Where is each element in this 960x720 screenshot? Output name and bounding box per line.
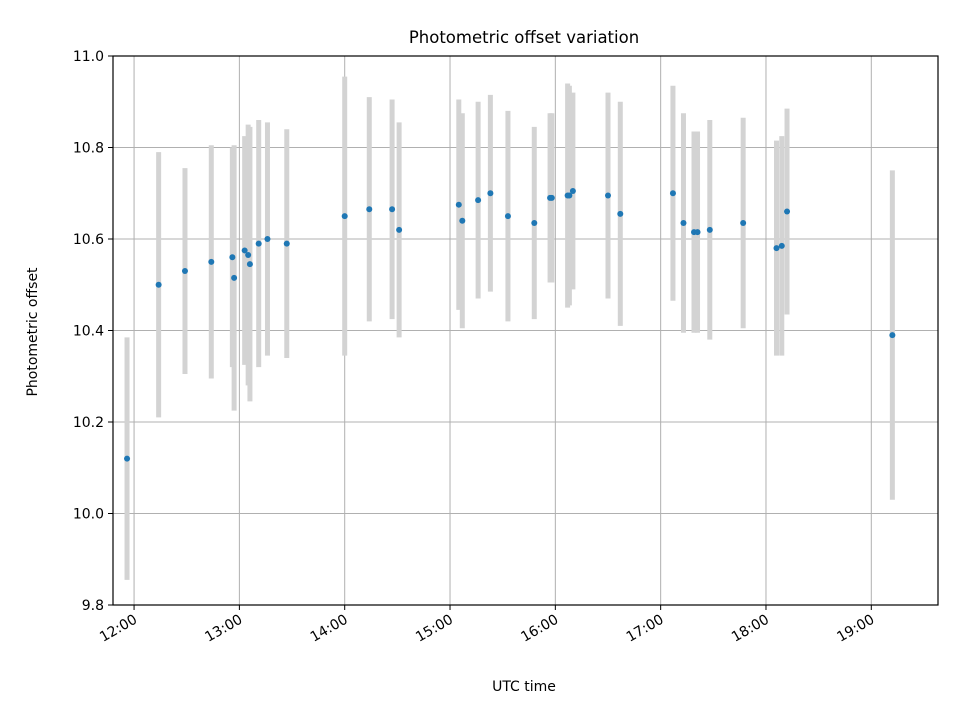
data-point [889,332,896,339]
data-point [264,236,271,242]
y-tick-label: 10.4 [73,324,104,340]
data-points [124,187,896,462]
data-point [487,190,494,197]
x-tick-label: 13:00 [202,612,245,646]
data-point [396,226,403,233]
x-tick-label: 15:00 [413,612,456,646]
data-point [548,194,555,201]
x-tick-label: 14:00 [308,612,351,646]
data-point [255,240,262,247]
data-point [706,226,713,233]
x-tick-label: 18:00 [729,612,772,646]
data-point [245,252,252,259]
data-point [566,192,573,199]
errorbars [124,76,895,580]
data-point [341,213,348,220]
data-point [389,206,396,213]
x-axis: 12:00 13:00 14:00 15:00 16:00 17:00 18:00 19:00 [97,605,877,646]
x-tick-label: 17:00 [624,612,667,646]
data-point [283,240,290,247]
y-tick-label: 10.6 [73,232,104,248]
data-point [366,206,373,213]
data-point [229,254,236,261]
y-axis-label: Photometric offset [25,267,41,397]
data-point [208,258,215,265]
y-tick-label: 10.2 [73,415,104,431]
grid [113,55,938,606]
data-point [155,281,162,288]
data-point [504,213,511,220]
data-point [740,219,747,226]
data-point [569,187,576,194]
data-point [617,210,624,217]
y-axis: 9.8 10.0 10.2 10.4 10.6 10.8 11.0 [73,49,113,614]
chart-title: Photometric offset variation [409,28,639,47]
data-point [669,190,676,197]
data-point [181,268,188,275]
data-point [455,201,462,208]
data-point [531,219,538,226]
y-tick-label: 9.8 [82,598,104,614]
y-tick-label: 10.8 [73,141,104,157]
data-point [680,219,687,226]
data-point [246,261,253,268]
data-point [459,217,466,224]
data-point [784,208,791,215]
data-point [773,245,780,252]
x-tick-label: 16:00 [518,612,561,646]
y-tick-label: 11.0 [73,49,104,65]
data-point [605,192,611,199]
x-tick-label: 19:00 [834,612,877,646]
data-point [475,197,482,204]
data-point [124,455,131,462]
data-point [778,242,785,249]
x-tick-label: 12:00 [97,612,140,646]
data-point [241,247,248,254]
y-tick-label: 10.0 [73,507,104,523]
data-point [231,274,238,281]
data-point [694,229,701,236]
x-axis-label: UTC time [492,679,556,695]
